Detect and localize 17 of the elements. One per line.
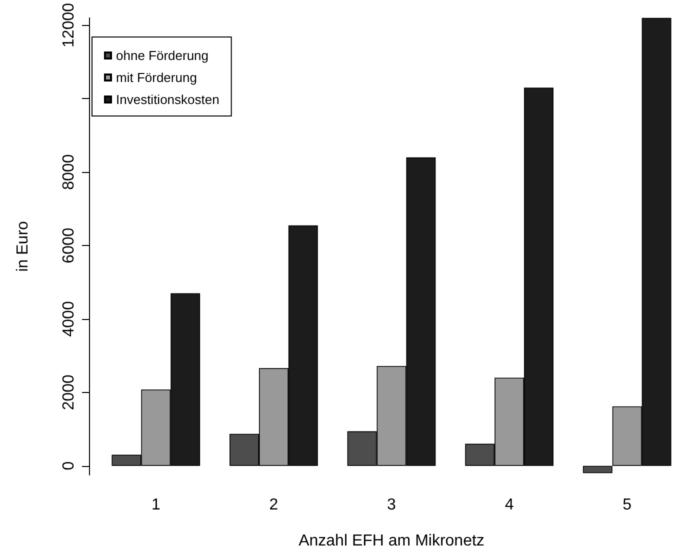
y-tick-label: 2000 bbox=[60, 374, 78, 410]
y-tick-label: 8000 bbox=[60, 154, 78, 190]
y-tick-label: 0 bbox=[60, 461, 78, 470]
legend-label: ohne Förderung bbox=[116, 48, 209, 63]
y-tick-label: 4000 bbox=[60, 301, 78, 337]
x-tick-label: 5 bbox=[622, 496, 632, 514]
y-axis-title: in Euro bbox=[14, 220, 32, 272]
y-tick-label: 6000 bbox=[60, 228, 78, 264]
x-tick-label: 2 bbox=[269, 496, 278, 514]
x-tick-label: 1 bbox=[151, 496, 160, 514]
x-tick-label: 3 bbox=[387, 496, 396, 514]
y-tick-label: 12000 bbox=[60, 2, 78, 48]
x-axis-title: Anzahl EFH am Mikronetz bbox=[298, 532, 484, 550]
legend-label: mit Förderung bbox=[116, 70, 197, 85]
legend-label: Investitionskosten bbox=[116, 92, 220, 107]
x-tick-label: 4 bbox=[504, 496, 514, 514]
bar bbox=[582, 466, 612, 474]
